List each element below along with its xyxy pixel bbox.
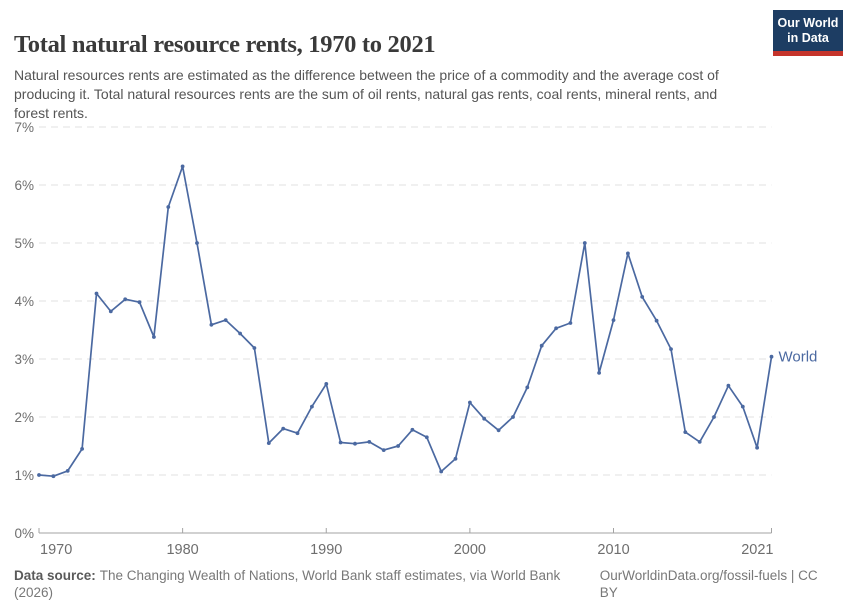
data-point-marker	[396, 444, 400, 448]
data-point-marker	[554, 326, 558, 331]
data-source-line: Data source: The Changing Wealth of Natio…	[14, 568, 600, 600]
x-tick-label: 2000	[454, 542, 486, 558]
owid-logo-line1: Our World	[777, 16, 839, 30]
data-point-marker	[669, 347, 673, 351]
chart-subtitle: Natural resources rents are estimated as…	[14, 67, 719, 122]
data-point-marker	[511, 415, 515, 419]
data-point-marker	[582, 241, 587, 245]
data-source-label: Data source:	[14, 568, 96, 583]
data-point-marker	[683, 430, 688, 434]
credit-link[interactable]: OurWorldinData.org/fossil-fuels | CC BY	[599, 568, 818, 600]
data-point-marker	[755, 445, 759, 450]
series-line	[38, 165, 773, 478]
x-tick-label: 2021	[741, 542, 773, 558]
x-tick-label: 2010	[597, 542, 629, 558]
data-point-marker	[209, 322, 214, 327]
data-point-marker	[439, 469, 444, 474]
data-point-marker	[539, 343, 544, 348]
data-point-marker	[266, 441, 271, 445]
data-point-marker	[94, 291, 99, 296]
owid-logo[interactable]: Our World in Data	[773, 10, 843, 56]
data-point-marker	[123, 297, 128, 302]
x-tick-label: 1970	[40, 542, 72, 558]
chart-footer: Data source: The Changing Wealth of Natio…	[14, 568, 838, 600]
y-tick-label: 2%	[14, 410, 34, 425]
x-tick-label: 1980	[166, 542, 198, 558]
data-point-marker	[51, 474, 56, 479]
data-point-marker	[381, 448, 386, 452]
data-point-marker	[568, 321, 573, 325]
data-point-marker	[726, 383, 731, 388]
data-point-marker	[353, 441, 357, 446]
data-point-marker	[468, 400, 472, 405]
data-point-marker	[611, 318, 616, 322]
data-point-marker	[769, 354, 774, 359]
data-point-marker	[80, 447, 84, 451]
data-point-marker	[367, 440, 372, 444]
data-point-marker	[525, 385, 530, 390]
data-point-marker	[223, 318, 228, 322]
data-point-marker	[597, 371, 601, 375]
data-point-marker	[281, 426, 286, 431]
x-tick-label: 1990	[310, 542, 342, 558]
data-point-marker	[424, 435, 429, 440]
y-tick-label: 1%	[14, 468, 34, 483]
data-point-marker	[640, 295, 645, 299]
data-point-marker	[740, 404, 745, 409]
y-tick-label: 6%	[14, 178, 34, 193]
data-point-marker	[195, 241, 199, 245]
data-point-marker	[166, 205, 171, 209]
data-point-marker	[65, 469, 70, 473]
data-point-marker	[482, 416, 487, 421]
y-tick-label: 3%	[14, 352, 34, 367]
data-point-marker	[108, 309, 113, 314]
data-point-marker	[295, 431, 300, 436]
data-point-marker	[712, 415, 716, 419]
y-tick-label: 0%	[14, 526, 34, 541]
data-source-text: The Changing Wealth of Nations, World Ba…	[14, 568, 561, 600]
data-point-marker	[453, 456, 458, 461]
data-point-marker	[338, 440, 343, 445]
y-tick-label: 4%	[14, 294, 34, 309]
data-point-marker	[252, 346, 257, 350]
y-tick-label: 5%	[14, 236, 34, 251]
data-point-marker	[37, 473, 41, 477]
data-point-marker	[152, 335, 156, 339]
y-tick-label: 7%	[14, 120, 34, 135]
data-point-marker	[697, 440, 702, 444]
data-point-marker	[324, 382, 329, 386]
owid-logo-line2: in Data	[787, 31, 829, 46]
data-point-marker	[410, 427, 415, 432]
data-point-marker	[310, 404, 314, 409]
chart-title: Total natural resource rents, 1970 to 20…	[14, 31, 436, 59]
data-point-marker	[626, 251, 630, 256]
data-point-marker	[654, 318, 659, 323]
data-point-marker	[496, 428, 501, 433]
data-point-marker	[238, 331, 243, 336]
series-end-label: World	[779, 349, 818, 366]
data-point-marker	[180, 164, 185, 169]
data-point-marker	[137, 300, 142, 305]
